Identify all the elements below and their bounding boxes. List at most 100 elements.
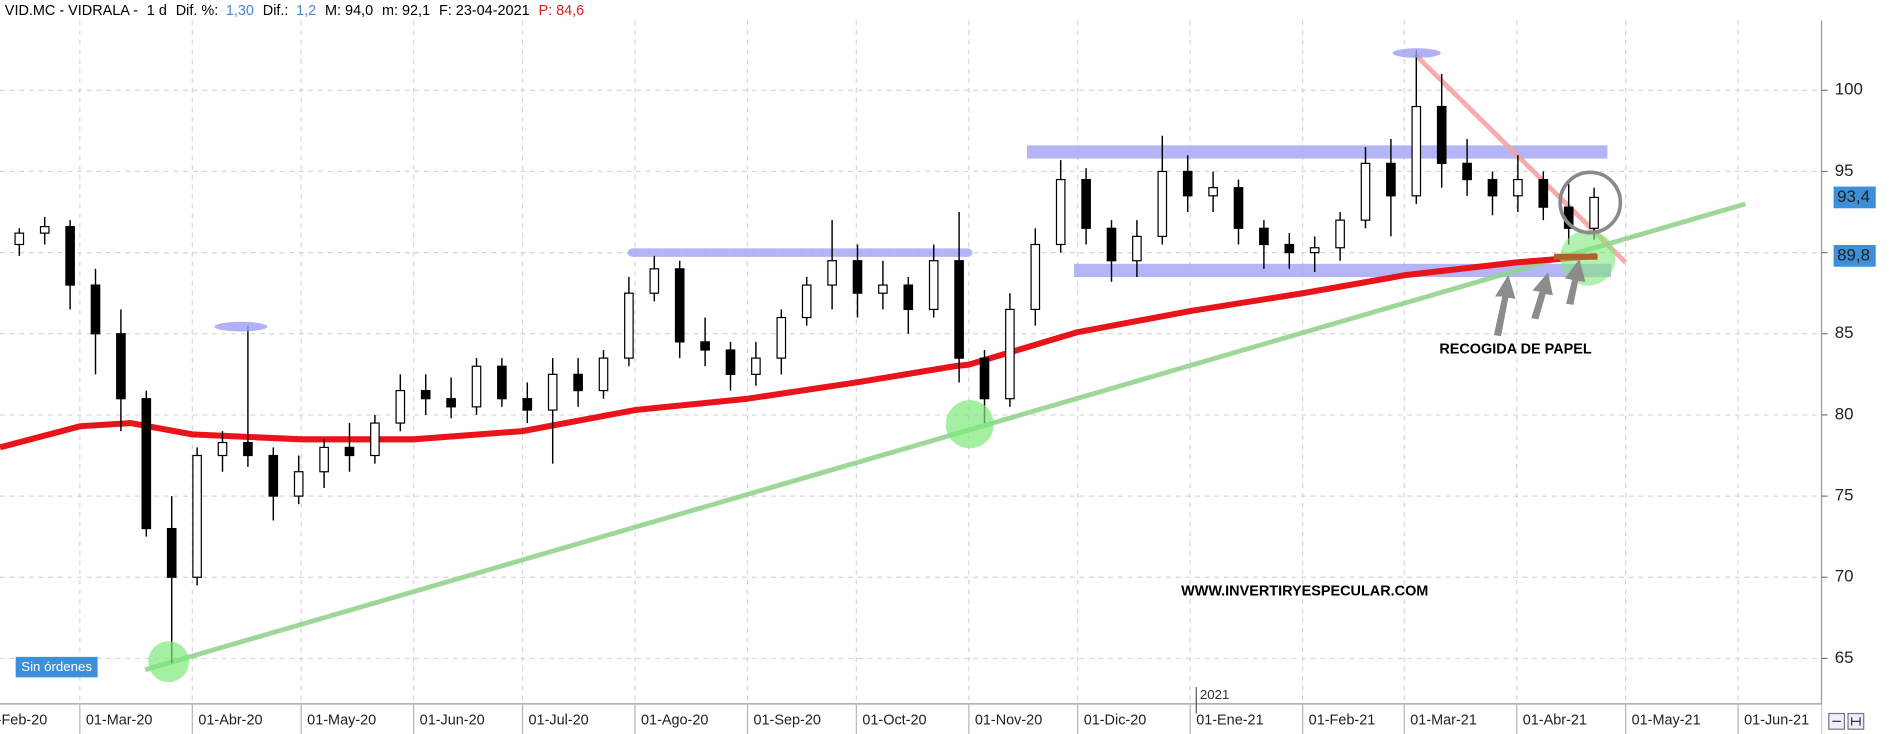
candle-body <box>1487 178 1498 197</box>
candle-body <box>852 260 863 294</box>
candle-body <box>1005 308 1015 400</box>
candle-body <box>725 349 736 375</box>
candle-body <box>624 292 634 359</box>
candle-body <box>1386 162 1396 197</box>
x-tick-label: 01-Ene-21 <box>1196 713 1263 729</box>
candle-body <box>217 441 228 457</box>
candle-body <box>801 284 812 319</box>
y-axis: 6570758085909510093,489,8 <box>1821 80 1876 667</box>
candle-body <box>903 284 914 311</box>
candle-body <box>1436 105 1447 164</box>
header-label: Dif.: <box>263 3 289 19</box>
price-label-box <box>1833 245 1876 267</box>
candle-body <box>471 365 482 408</box>
x-tick-label: 01-Ago-20 <box>641 713 708 729</box>
y-tick-label: 95 <box>1835 161 1854 180</box>
candle-body <box>776 316 787 359</box>
candles <box>14 49 1599 664</box>
x-tick-label: 01-Jul-20 <box>529 713 589 729</box>
candle-body <box>243 441 253 457</box>
header: VID.MC - VIDRALA - 1 d Dif. %: 1,30 Dif.… <box>5 3 584 19</box>
x-tick-label: 01-Sep-20 <box>754 713 821 729</box>
candle-body <box>1360 162 1371 221</box>
candle-body <box>446 398 456 408</box>
status-text: Sin órdenes <box>21 659 92 674</box>
y-tick-label: 70 <box>1835 567 1854 586</box>
y-tick-label: 75 <box>1835 486 1854 505</box>
candle-body <box>522 398 533 411</box>
x-tick-label: 01-May-20 <box>307 713 376 729</box>
candle-body <box>674 268 685 343</box>
candle-body <box>14 232 25 246</box>
candle-body <box>65 226 75 286</box>
candle-body <box>319 446 329 473</box>
candle-body <box>1132 235 1142 262</box>
x-tick-label: 01-Mar-21 <box>1410 713 1477 729</box>
annotation: RECOGIDA DE PAPEL <box>1439 341 1592 357</box>
header-symbol: VID.MC - VIDRALA - <box>5 3 138 19</box>
candle-body <box>547 373 558 411</box>
candle-body <box>751 357 761 375</box>
header-value: 1,2 <box>296 3 316 19</box>
candle-body <box>1182 170 1193 197</box>
overlays: RECOGIDA DE PAPEL WWW.INVERTIRYESPECULAR… <box>15 48 1623 683</box>
candle-body <box>166 527 177 578</box>
candle-body <box>497 365 507 400</box>
moving-average <box>0 252 1597 451</box>
candle-body <box>268 454 279 497</box>
candle-body <box>649 268 660 294</box>
candle-body <box>1309 247 1320 254</box>
highlight-circle <box>945 400 994 449</box>
candle-body <box>1208 187 1218 197</box>
candle-body <box>1462 162 1472 181</box>
candle-body <box>344 446 355 457</box>
candle-body <box>1284 243 1295 254</box>
header-value: m: 92,1 <box>382 3 430 19</box>
x-tick-label: 01-Abr-21 <box>1523 713 1587 729</box>
x-tick-label: 01-Feb-20 <box>0 713 47 729</box>
x-tick-label: 01-Nov-20 <box>975 713 1042 729</box>
level-band <box>1026 145 1608 159</box>
x-axis: 01-Feb-20 01-Mar-20 01-Abr-20 01-May-20 01-J… <box>0 703 1809 734</box>
y-tick-label: 65 <box>1835 648 1854 667</box>
highlight-ellipse <box>1392 48 1441 58</box>
candle-body <box>420 389 431 400</box>
y-tick-label: 100 <box>1835 80 1863 99</box>
drawings <box>0 52 1747 673</box>
icon <box>1851 717 1861 726</box>
candle-body <box>1233 187 1244 229</box>
header-label: Dif. %: <box>176 3 219 19</box>
candle-body <box>116 333 126 400</box>
header-value: P: 84,6 <box>538 3 584 19</box>
candle-body <box>39 226 50 234</box>
candle-body <box>878 284 888 294</box>
candle-body <box>192 454 202 578</box>
candle-body <box>1538 178 1549 208</box>
arrow <box>1564 259 1586 305</box>
header-value: 1,30 <box>226 3 254 19</box>
level-band <box>627 248 973 257</box>
candle-body <box>1411 105 1422 197</box>
highlight-ellipse <box>214 321 268 332</box>
x-tick-label: 01-Mar-20 <box>86 713 153 729</box>
x-tick-label: 01-Abr-20 <box>198 713 262 729</box>
candle-body <box>90 284 101 335</box>
candle-body <box>598 357 609 392</box>
x-axis-bar <box>0 703 1822 734</box>
candle-body <box>700 341 710 351</box>
candle-body <box>573 373 583 392</box>
trend-line <box>144 201 1747 673</box>
candle-body <box>1030 243 1041 311</box>
price-label-box <box>1833 186 1876 209</box>
candle-body <box>1157 170 1168 237</box>
x-tick-label: 01-Jun-21 <box>1744 713 1809 729</box>
candle-body <box>293 471 304 497</box>
year-label: 2021 <box>1200 687 1229 702</box>
candle-body <box>979 357 990 400</box>
candle-body <box>1055 178 1066 246</box>
candle-body <box>954 260 964 359</box>
candle-body <box>1513 178 1523 197</box>
y-tick-label: 85 <box>1835 323 1854 342</box>
